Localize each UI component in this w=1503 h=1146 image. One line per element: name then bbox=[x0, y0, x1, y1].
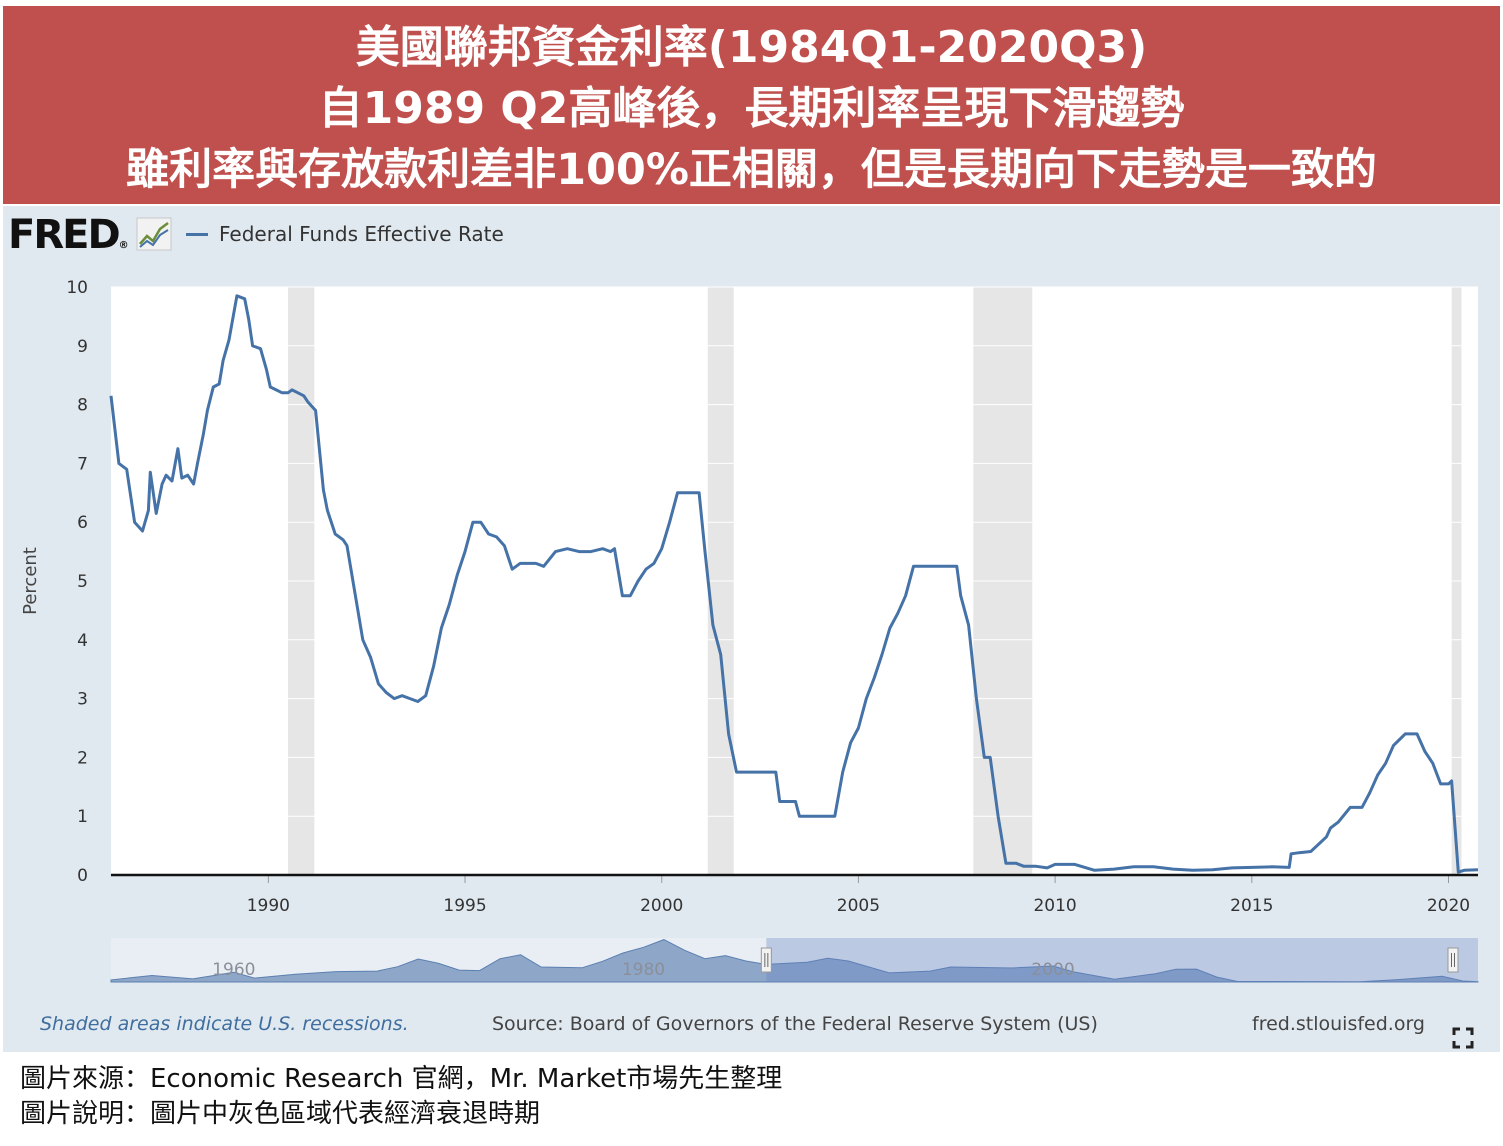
navigator-tick-label: 2000 bbox=[1031, 960, 1074, 980]
y-tick-label: 4 bbox=[77, 631, 88, 651]
navigator-tick-label: 1980 bbox=[622, 960, 665, 980]
y-tick-label: 2 bbox=[77, 748, 88, 768]
fred-logo[interactable]: FRED® bbox=[8, 212, 129, 258]
navigator-handle[interactable] bbox=[760, 947, 772, 973]
y-tick-label: 7 bbox=[77, 454, 88, 474]
x-tick-label: 1995 bbox=[443, 896, 486, 916]
navigator-selection bbox=[766, 938, 1478, 982]
x-tick-label: 2010 bbox=[1033, 896, 1076, 916]
image-source-caption: 圖片來源：Economic Research 官網，Mr. Market市場先生… bbox=[20, 1064, 783, 1094]
title-line-2: 自1989 Q2高峰後，長期利率呈現下滑趨勢 bbox=[318, 83, 1185, 134]
legend-swatch bbox=[186, 233, 208, 236]
image-description-caption: 圖片說明：圖片中灰色區域代表經濟衰退時期 bbox=[20, 1099, 541, 1129]
title-line-1: 美國聯邦資金利率(1984Q1-2020Q3) bbox=[355, 22, 1148, 73]
y-tick-label: 8 bbox=[77, 396, 88, 416]
navigator-tick-label: 1960 bbox=[212, 960, 255, 980]
source-credit: Source: Board of Governors of the Federa… bbox=[492, 1013, 1098, 1035]
fred-logo-mark: ® bbox=[118, 240, 129, 251]
fullscreen-icon[interactable] bbox=[1452, 1027, 1474, 1049]
y-tick-label: 5 bbox=[77, 572, 88, 592]
line-chart-icon bbox=[136, 217, 172, 251]
recession-note: Shaded areas indicate U.S. recessions. bbox=[40, 1013, 409, 1035]
y-tick-label: 9 bbox=[77, 337, 88, 357]
legend-label: Federal Funds Effective Rate bbox=[219, 222, 504, 246]
navigator-series bbox=[110, 939, 1479, 983]
series-line bbox=[109, 294, 1479, 874]
title-line-3: 雖利率與存放款利差非100%正相關，但是長期向下走勢是一致的 bbox=[126, 145, 1377, 195]
y-tick-label: 3 bbox=[77, 690, 88, 710]
x-tick-label: 1990 bbox=[247, 896, 290, 916]
fred-logo-text: FRED bbox=[8, 212, 121, 258]
x-tick-label: 2015 bbox=[1230, 896, 1273, 916]
x-tick-label: 2005 bbox=[837, 896, 880, 916]
y-tick-label: 1 bbox=[77, 807, 88, 827]
y-tick-label: 6 bbox=[77, 513, 88, 533]
x-tick-label: 2000 bbox=[640, 896, 683, 916]
y-tick-label: 10 bbox=[66, 278, 88, 298]
line-chart: 0 1 2 3 4 5 6 7 8 9 10 1990 1995 2000 2005 2010 2015 2020… bbox=[20, 278, 1479, 983]
x-tick-label: 2020 bbox=[1427, 896, 1470, 916]
y-tick-label: 0 bbox=[77, 866, 88, 886]
fred-site-link[interactable]: fred.stlouisfed.org bbox=[1252, 1013, 1425, 1035]
title-banner: 美國聯邦資金利率(1984Q1-2020Q3) 自1989 Q2高峰後，長期利率… bbox=[3, 6, 1500, 204]
navigator-handle[interactable] bbox=[1447, 947, 1459, 973]
y-axis-label: Percent bbox=[20, 547, 41, 615]
